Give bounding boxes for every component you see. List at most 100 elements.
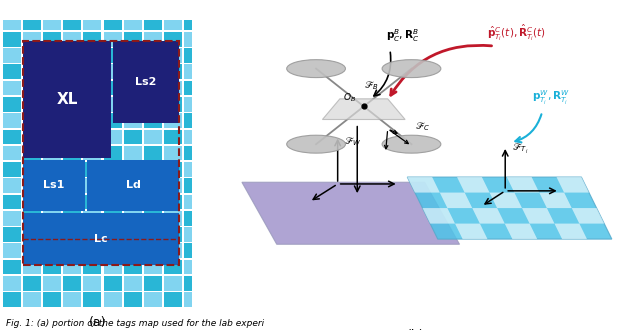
Bar (44, 48, 61, 63)
Bar (83, 260, 102, 274)
Bar (124, 146, 141, 160)
Polygon shape (407, 177, 612, 239)
Bar (184, 179, 202, 193)
Bar (164, 292, 182, 307)
Bar (164, 227, 182, 242)
Polygon shape (242, 182, 460, 244)
Bar (184, 276, 202, 291)
Bar (44, 292, 61, 307)
Bar (3, 146, 21, 160)
Bar (143, 16, 162, 30)
Bar (164, 0, 182, 14)
Bar (63, 227, 81, 242)
Bar (3, 292, 21, 307)
Bar (83, 81, 102, 95)
Bar (184, 64, 202, 79)
Bar (23, 162, 42, 177)
Bar (63, 16, 81, 30)
Bar (23, 130, 42, 144)
Polygon shape (507, 177, 540, 193)
Bar (23, 276, 42, 291)
Bar (83, 276, 102, 291)
Bar (143, 162, 162, 177)
Bar (164, 32, 182, 47)
Bar (3, 32, 21, 47)
Bar (184, 0, 202, 14)
Bar (3, 244, 21, 258)
Bar (164, 179, 182, 193)
Bar (184, 260, 202, 274)
Bar (164, 195, 182, 209)
Bar (83, 0, 102, 14)
Text: $\mathscr{F}_{T_i}$: $\mathscr{F}_{T_i}$ (512, 142, 528, 156)
Bar (83, 48, 102, 63)
Bar (63, 292, 81, 307)
Bar (143, 64, 162, 79)
Bar (23, 159, 84, 211)
Text: Lc: Lc (94, 234, 108, 244)
Bar (23, 260, 42, 274)
Bar (23, 179, 42, 193)
Bar (184, 195, 202, 209)
Text: XL: XL (56, 92, 77, 107)
Bar (63, 130, 81, 144)
Ellipse shape (287, 135, 346, 153)
Bar (44, 113, 61, 128)
Bar (83, 195, 102, 209)
Bar (124, 195, 141, 209)
Bar (23, 48, 42, 63)
Bar (3, 130, 21, 144)
Bar (44, 276, 61, 291)
Bar (104, 0, 122, 14)
Bar (143, 195, 162, 209)
Bar (124, 227, 141, 242)
Bar (87, 159, 179, 211)
Bar (184, 48, 202, 63)
Ellipse shape (382, 135, 441, 153)
Bar (164, 81, 182, 95)
Bar (23, 113, 42, 128)
Bar (3, 0, 21, 14)
Bar (104, 130, 122, 144)
Ellipse shape (382, 60, 441, 78)
Bar (184, 81, 202, 95)
Bar (124, 32, 141, 47)
Bar (143, 81, 162, 95)
Bar (184, 292, 202, 307)
Bar (63, 195, 81, 209)
Bar (83, 64, 102, 79)
Bar (63, 211, 81, 226)
Text: $\mathbf{p}_{T_i}^W,\mathbf{R}_{T_i}^W$: $\mathbf{p}_{T_i}^W,\mathbf{R}_{T_i}^W$ (532, 89, 570, 107)
Bar (124, 211, 141, 226)
Bar (23, 213, 179, 265)
Bar (63, 64, 81, 79)
Bar (44, 16, 61, 30)
Text: $\mathbf{p}_C^B,\mathbf{R}_C^B$: $\mathbf{p}_C^B,\mathbf{R}_C^B$ (387, 27, 420, 44)
Text: Fig. 1: (a) portion of the tags map used for the lab experi: Fig. 1: (a) portion of the tags map used… (6, 319, 264, 328)
Polygon shape (557, 177, 589, 193)
Bar (63, 244, 81, 258)
Bar (44, 195, 61, 209)
Bar (124, 64, 141, 79)
Bar (63, 97, 81, 112)
Bar (104, 97, 122, 112)
Bar (104, 48, 122, 63)
Bar (3, 16, 21, 30)
Bar (184, 146, 202, 160)
Bar (23, 195, 42, 209)
Text: $\mathscr{F}_C$: $\mathscr{F}_C$ (415, 121, 430, 134)
Bar (184, 227, 202, 242)
Text: $\mathscr{F}_B$: $\mathscr{F}_B$ (364, 79, 379, 92)
Bar (23, 292, 42, 307)
Bar (143, 48, 162, 63)
Bar (143, 97, 162, 112)
Bar (184, 32, 202, 47)
Bar (143, 179, 162, 193)
Bar (63, 48, 81, 63)
Bar (104, 244, 122, 258)
Bar (63, 276, 81, 291)
Bar (44, 179, 61, 193)
Polygon shape (505, 224, 537, 239)
Bar (3, 48, 21, 63)
Bar (23, 97, 42, 112)
